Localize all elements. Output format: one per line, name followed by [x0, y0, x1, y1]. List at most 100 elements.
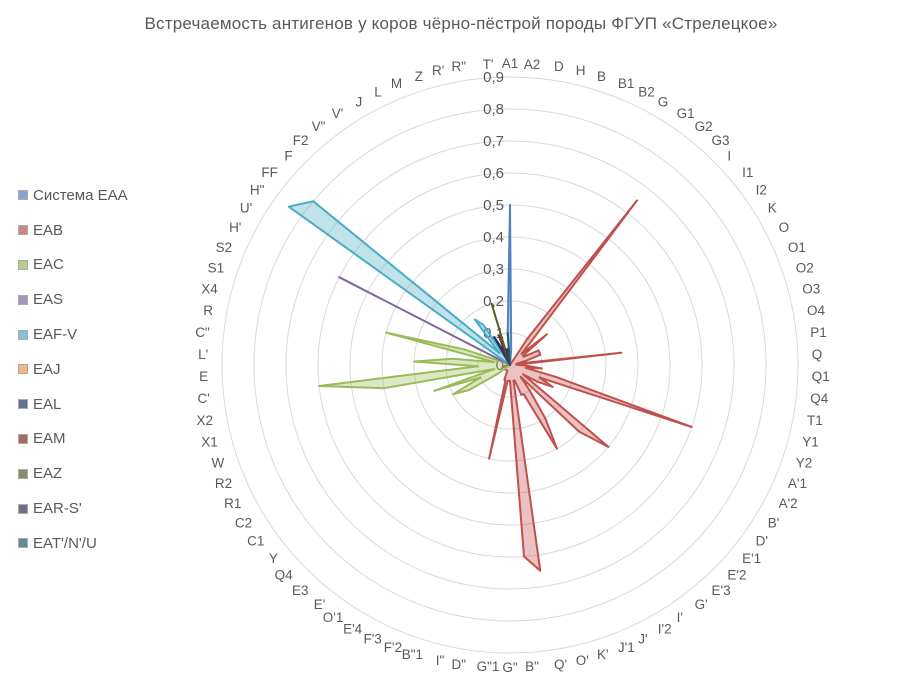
category-label: B' — [768, 515, 780, 530]
category-label: J' — [638, 631, 647, 646]
legend-label: EAZ — [33, 465, 63, 483]
legend-item: EAT'/N'/U — [18, 526, 208, 561]
category-label: R' — [432, 63, 444, 78]
r-tick-label: 0,4 — [483, 229, 504, 246]
category-label: J — [355, 95, 362, 110]
category-label: G — [658, 95, 669, 110]
legend-item: Система ЕАА — [18, 178, 208, 213]
category-label: O2 — [796, 261, 814, 276]
legend-swatch — [18, 433, 28, 444]
r-tick-label: 0,8 — [483, 101, 504, 118]
category-label: F2 — [293, 133, 309, 148]
category-label: C2 — [235, 515, 252, 530]
legend-label: EAC — [33, 256, 64, 274]
legend-swatch — [18, 399, 28, 410]
category-label: Q4 — [810, 391, 829, 406]
legend-label: EAB — [33, 221, 64, 239]
category-label: L' — [198, 347, 208, 362]
r-tick-label: 0,2 — [483, 293, 504, 310]
legend-label: EAR-S' — [33, 500, 82, 518]
category-label: V' — [332, 106, 344, 121]
legend-swatch — [18, 259, 28, 270]
category-label: Q4 — [275, 568, 294, 583]
category-label: D" — [451, 657, 466, 672]
category-label: X2 — [196, 413, 213, 428]
legend-item: EAF-V — [18, 317, 208, 352]
category-label: O4 — [807, 303, 826, 318]
category-label: D — [554, 59, 564, 74]
legend-label: EAJ — [33, 360, 61, 378]
category-label: E — [199, 369, 208, 384]
category-label: S1 — [208, 261, 225, 276]
r-tick-label: 0,5 — [483, 197, 504, 214]
category-label: Q' — [554, 657, 567, 672]
category-label: B"1 — [402, 647, 423, 662]
legend-item: EAM — [18, 422, 208, 457]
series-area — [488, 199, 693, 572]
legend-item: EAR-S' — [18, 491, 208, 526]
category-label: Z — [415, 69, 423, 84]
category-label: K' — [597, 647, 609, 662]
legend-item: EAZ — [18, 456, 208, 491]
series-area — [490, 302, 511, 366]
legend-swatch — [18, 190, 28, 201]
category-label: H' — [229, 220, 241, 235]
category-label: O3 — [802, 282, 820, 297]
r-tick-label: 0 — [496, 357, 504, 374]
legend-swatch — [18, 329, 28, 340]
category-label: I' — [677, 610, 683, 625]
category-label: I — [727, 148, 731, 163]
legend-item: EAL — [18, 387, 208, 422]
category-label: A'2 — [779, 496, 798, 511]
r-axis-ticks: 00,10,20,30,40,50,60,70,80,9 — [483, 69, 504, 374]
category-label: H" — [250, 182, 265, 197]
category-label: G2 — [695, 119, 713, 134]
category-label: T' — [483, 57, 494, 72]
category-label: R" — [451, 59, 466, 74]
category-label: A'1 — [788, 476, 807, 491]
legend-swatch — [18, 364, 28, 375]
category-label: S2 — [216, 240, 233, 255]
category-label: I2 — [756, 182, 767, 197]
legend-label: EAT'/N'/U — [33, 534, 97, 552]
category-label: G3 — [712, 133, 730, 148]
legend-item: EAJ — [18, 352, 208, 387]
category-label: O' — [576, 653, 589, 668]
category-label: Y — [269, 551, 278, 566]
category-label: G"1 — [477, 659, 500, 674]
category-label: O — [779, 220, 790, 235]
category-label: E'1 — [742, 551, 761, 566]
grid-ring — [221, 76, 799, 654]
category-label: I'2 — [658, 621, 672, 636]
chart-legend: Система ЕАА EAB EAC EAS EAF-V EAJ EAL EAM EAZ EAR… — [18, 178, 208, 561]
category-label: F — [284, 148, 292, 163]
category-label: E'2 — [727, 568, 746, 583]
category-label: B2 — [638, 85, 655, 100]
category-label: P1 — [810, 325, 827, 340]
legend-swatch — [18, 503, 28, 514]
series-area — [318, 331, 511, 396]
category-label: R2 — [215, 476, 232, 491]
legend-item: EAB — [18, 213, 208, 248]
category-label: F'2 — [384, 640, 402, 655]
category-label: B — [597, 69, 606, 84]
category-label: R1 — [224, 496, 241, 511]
series-layer — [287, 199, 693, 572]
category-label: F'3 — [363, 631, 381, 646]
grid-ring — [317, 172, 703, 558]
category-label: A2 — [524, 57, 541, 72]
category-label: X1 — [201, 434, 218, 449]
category-label: G' — [695, 597, 708, 612]
series-area — [338, 276, 511, 366]
legend-item: EAC — [18, 248, 208, 283]
category-label: G1 — [677, 106, 695, 121]
category-label: J'1 — [618, 640, 635, 655]
r-tick-label: 0,3 — [483, 261, 504, 278]
category-label: C1 — [247, 534, 264, 549]
category-label: W — [211, 456, 224, 471]
legend-label: EAF-V — [33, 326, 78, 344]
r-tick-label: 0,7 — [483, 133, 504, 150]
